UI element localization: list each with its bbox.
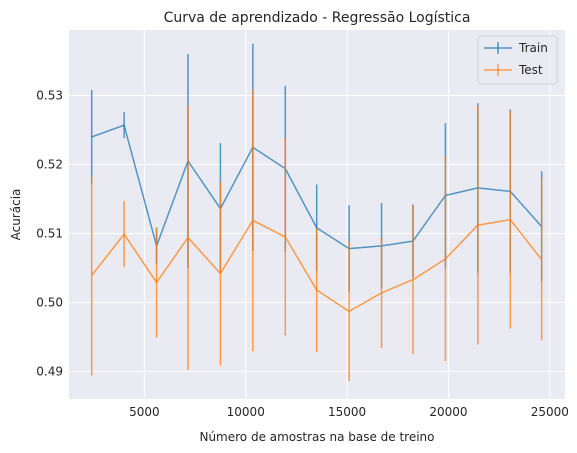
x-tick-label: 20000 [429,405,467,419]
x-tick-label: 15000 [328,405,366,419]
x-tick-labels: 5000 10000 15000 20000 25000 [129,405,569,419]
series-test [90,89,543,382]
y-tick-label: 0.50 [36,295,63,309]
x-tick-label: 5000 [129,405,160,419]
legend: Train Test [477,35,558,85]
y-tick-label: 0.51 [36,226,63,240]
chart-title: Curva de aprendizado - Regressão Logísti… [164,10,471,26]
legend-test-label: Test [518,63,543,77]
data-series [90,43,543,382]
x-tick-label: 10000 [227,405,265,419]
y-axis-title: Acurácia [9,189,23,241]
test-line [91,218,543,313]
x-axis-title: Número de amostras na base de treino [199,430,434,444]
grid-lines [69,30,565,399]
x-tick-label: 25000 [531,405,569,419]
y-tick-label: 0.53 [36,89,63,103]
y-tick-label: 0.49 [36,364,63,378]
train-line [91,124,543,250]
y-tick-labels: 0.49 0.50 0.51 0.52 0.53 [36,89,63,379]
legend-train-label: Train [518,41,548,55]
y-tick-label: 0.52 [36,157,63,171]
